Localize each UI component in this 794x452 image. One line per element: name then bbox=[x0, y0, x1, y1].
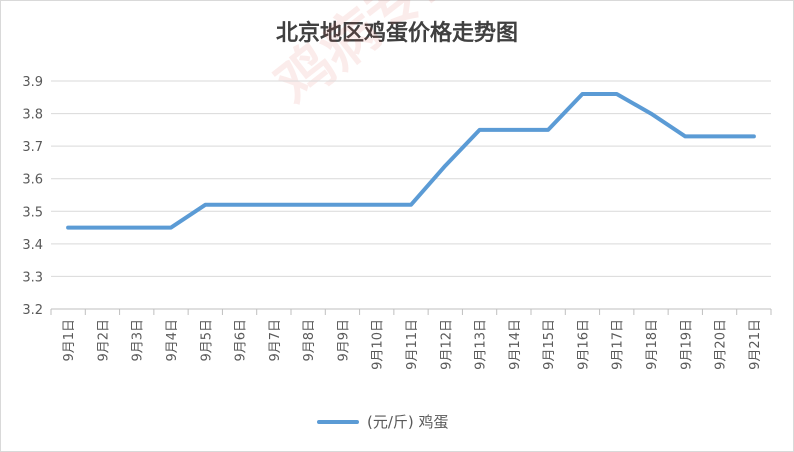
x-tick-label: 9月6日 bbox=[234, 319, 249, 362]
x-tick-label: 9月5日 bbox=[199, 319, 214, 362]
y-tick-label: 3.2 bbox=[22, 303, 43, 318]
x-tick-label: 9月11日 bbox=[405, 319, 420, 370]
x-tick-label: 9月1日 bbox=[62, 319, 77, 362]
x-tick-label: 9月16日 bbox=[576, 319, 591, 370]
legend-swatch bbox=[317, 419, 359, 424]
x-tick-label: 9月13日 bbox=[474, 319, 489, 370]
x-tick-label: 9月14日 bbox=[508, 319, 523, 370]
x-tick-label: 9月21日 bbox=[748, 319, 763, 370]
x-tick-label: 9月7日 bbox=[268, 319, 283, 362]
y-tick-label: 3.4 bbox=[22, 238, 43, 253]
chart-title: 北京地区鸡蛋价格走势图 bbox=[275, 21, 518, 46]
x-tick-label: 9月20日 bbox=[714, 319, 729, 370]
y-tick-label: 3.5 bbox=[22, 205, 43, 220]
x-tick-label: 9月15日 bbox=[542, 319, 557, 370]
y-tick-label: 3.9 bbox=[22, 75, 43, 90]
x-tick-label: 9月3日 bbox=[131, 319, 146, 362]
x-tick-label: 9月19日 bbox=[679, 319, 694, 370]
y-tick-label: 3.8 bbox=[22, 108, 43, 123]
legend-label: (元/斤) 鸡蛋 bbox=[367, 413, 449, 431]
x-tick-label: 9月18日 bbox=[645, 319, 660, 370]
x-tick-label: 9月12日 bbox=[439, 319, 454, 370]
x-tick-label: 9月17日 bbox=[611, 319, 626, 370]
x-tick-label: 9月9日 bbox=[336, 319, 351, 362]
x-tick-label: 9月2日 bbox=[96, 319, 111, 362]
x-tick-label: 9月8日 bbox=[302, 319, 317, 362]
legend: (元/斤) 鸡蛋 bbox=[317, 411, 449, 432]
x-tick-label: 9月4日 bbox=[165, 319, 180, 362]
y-tick-label: 3.7 bbox=[22, 140, 43, 155]
series-line bbox=[66, 92, 756, 230]
y-tick-label: 3.6 bbox=[22, 173, 43, 188]
x-tick-label: 9月10日 bbox=[371, 319, 386, 370]
y-tick-label: 3.3 bbox=[22, 270, 43, 285]
